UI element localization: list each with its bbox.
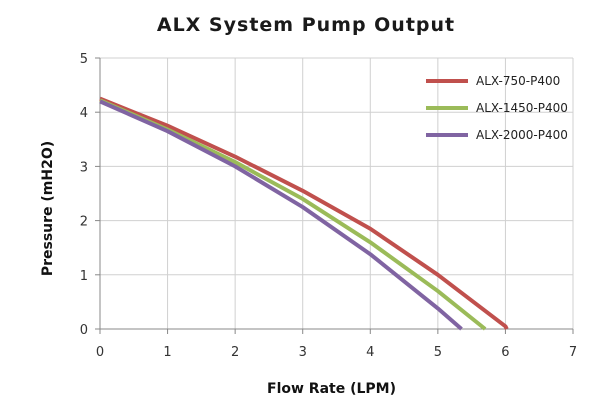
x-tick-label: 0 bbox=[96, 345, 104, 360]
x-tick-label: 4 bbox=[366, 345, 374, 360]
y-tick-label: 0 bbox=[80, 323, 88, 338]
x-tick-label: 2 bbox=[231, 345, 239, 360]
series-line-1 bbox=[99, 96, 509, 330]
chart-title: ALX System Pump Output bbox=[156, 14, 456, 36]
series-line-3 bbox=[99, 99, 463, 331]
y-axis-title: Pressure (mH2O) bbox=[40, 141, 56, 276]
legend-label-3: ALX-2000-P400 bbox=[476, 128, 568, 142]
y-tick-label: 1 bbox=[80, 269, 88, 284]
x-tick-label: 7 bbox=[569, 345, 577, 360]
y-tick-label: 2 bbox=[80, 215, 88, 230]
x-tick-label: 6 bbox=[501, 345, 509, 360]
x-axis-title: Flow Rate (LPM) bbox=[267, 381, 396, 397]
y-tick-label: 3 bbox=[80, 160, 88, 175]
y-tick-label: 4 bbox=[80, 106, 88, 121]
x-tick-label: 1 bbox=[163, 345, 171, 360]
x-tick-label: 3 bbox=[299, 345, 307, 360]
legend-label-2: ALX-1450-P400 bbox=[476, 101, 568, 115]
legend-label-1: ALX-750-P400 bbox=[476, 74, 560, 88]
x-tick-label: 5 bbox=[434, 345, 442, 360]
y-tick-label: 5 bbox=[80, 52, 88, 67]
